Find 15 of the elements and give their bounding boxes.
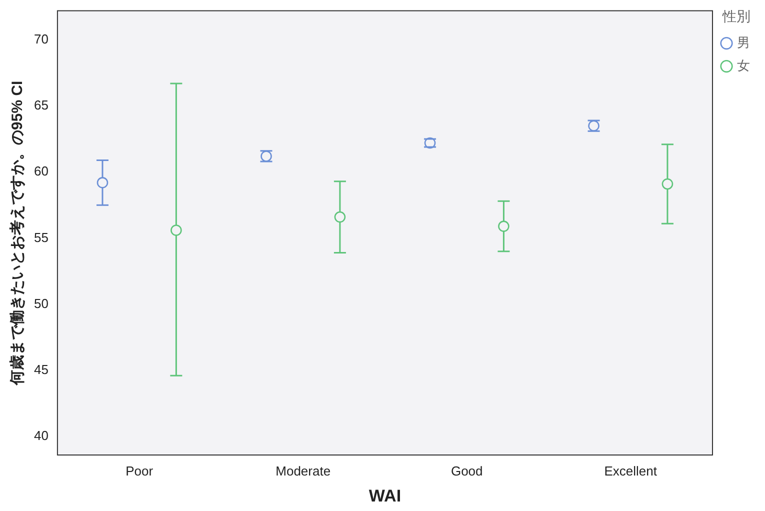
y-tick-label: 40 [34, 428, 48, 444]
legend-label: 男 [737, 34, 750, 50]
x-tick-label: Poor [126, 463, 154, 478]
x-tick-label: Excellent [604, 463, 658, 478]
x-tick-label: Moderate [276, 463, 331, 478]
y-axis-title: 何歳まで働きたいとお考えですか。の95% CI [9, 80, 26, 386]
y-tick-label: 55 [34, 230, 48, 245]
x-tick-label: Good [450, 463, 483, 478]
y-tick-label: 60 [34, 164, 48, 179]
legend-label: 女 [737, 58, 750, 73]
x-axis-title: WAI [368, 486, 402, 506]
y-tick-label: 45 [34, 362, 48, 377]
y-tick-label: 70 [34, 31, 48, 46]
y-tick-label: 50 [34, 296, 48, 311]
y-tick-label: 65 [34, 98, 48, 113]
